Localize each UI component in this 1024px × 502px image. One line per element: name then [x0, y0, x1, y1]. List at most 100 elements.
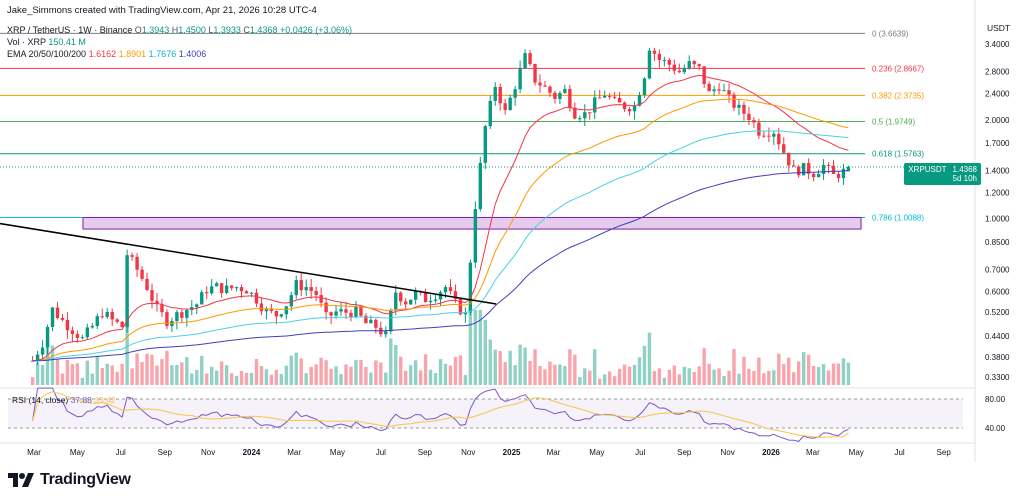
volume-bar [732, 348, 736, 385]
candle-body [836, 173, 841, 179]
candle-body [344, 309, 348, 313]
candle-body [667, 59, 672, 65]
candle-body [274, 311, 279, 317]
volume-bar [399, 356, 403, 385]
ema-legend[interactable]: EMA 20/50/100/200 1.6162 1.8901 1.7676 1… [7, 49, 206, 59]
candle-body [165, 312, 169, 327]
support-zone [82, 216, 862, 230]
ohlc-l-label: L [208, 25, 214, 35]
symbol-label[interactable]: XRP / TetherUS · 1W · Binance [7, 25, 133, 35]
volume-bar [652, 371, 657, 385]
volume-bar [443, 363, 448, 385]
volume-bar [249, 372, 254, 385]
candle-body [627, 109, 632, 112]
candle-body [453, 291, 458, 300]
volume-bar [334, 366, 338, 385]
candle-body [45, 326, 50, 348]
volume-legend[interactable]: Vol · XRP 150.41 M [7, 37, 86, 47]
price-tick-label: 0.8500 [985, 238, 1010, 247]
candle-body [180, 312, 184, 318]
volume-bar [289, 355, 293, 385]
time-tick-label: Jul [376, 448, 386, 457]
volume-bar [826, 370, 831, 385]
volume-bar [279, 374, 284, 385]
candle-body [568, 88, 572, 108]
volume-bar [573, 354, 577, 385]
candle-body [175, 312, 179, 321]
badge-timer: 5d 10h [952, 174, 977, 183]
volume-bar [428, 369, 433, 385]
volume-bar [90, 373, 95, 385]
volume-bar [304, 373, 308, 385]
price-tick-label: 1.7000 [985, 139, 1010, 148]
candle-body [508, 97, 512, 111]
volume-bar [244, 372, 249, 385]
candle-body [573, 107, 577, 119]
candle-body [324, 302, 328, 313]
volume-bar [508, 350, 512, 385]
volume-bar [468, 310, 473, 385]
candle-body [359, 306, 363, 316]
chart-credit: Jake_Simmons created with TradingView.co… [7, 5, 317, 16]
price-chart[interactable]: USDT 3.4000 2.8000 2.4000 2.0000 1.7000 1.4000… [0, 0, 1024, 462]
volume-bar [190, 373, 194, 385]
volume-bar [553, 364, 557, 385]
candle-body [145, 278, 149, 291]
candle-body [403, 301, 408, 305]
candle-body [617, 97, 622, 103]
candle-body [772, 133, 776, 137]
volume-bar [737, 373, 741, 385]
volume-bar [120, 363, 124, 385]
candle-body [518, 68, 522, 90]
volume-bar [607, 371, 612, 385]
time-tick-label: Sep [418, 448, 433, 457]
candle-body [488, 100, 492, 127]
volume-bar [95, 355, 99, 385]
price-tick-label: 1.0000 [985, 215, 1010, 224]
candle-body [558, 92, 562, 99]
candle-body [374, 319, 378, 328]
candle-body [553, 92, 557, 99]
candle-body [702, 66, 706, 84]
candle-body [811, 173, 816, 178]
price-tick-label: 0.5200 [985, 308, 1010, 317]
candle-body [394, 292, 398, 311]
candle-body [806, 163, 811, 174]
candle-body [682, 68, 686, 73]
volume-bar [70, 364, 75, 385]
candle-body [757, 122, 761, 136]
volume-bar [598, 378, 602, 385]
candle-body [727, 90, 731, 95]
volume-bar [205, 373, 209, 385]
ema-50-line [32, 98, 849, 362]
ema-20-line [32, 74, 849, 362]
candle-body [463, 312, 468, 315]
volume-bar [314, 364, 318, 385]
volume-bar [214, 370, 219, 385]
candle-body [578, 118, 582, 120]
candle-body [528, 53, 532, 65]
volume-bar [423, 354, 428, 385]
candle-body [543, 85, 547, 87]
volume-bar [125, 310, 129, 385]
time-tick-label: Mar [27, 448, 41, 457]
candle-body [294, 280, 298, 296]
fib-level-label: 0.236 (2.8667) [872, 64, 924, 73]
rsi-ma-line [32, 391, 849, 438]
volume-bar [757, 357, 761, 385]
volume-bar [299, 358, 303, 385]
candle-body [279, 314, 284, 317]
volume-bar [478, 310, 483, 385]
volume-bar [438, 359, 443, 385]
rsi-legend[interactable]: RSI (14, close) 37.88 33.42 [12, 395, 116, 405]
candle-body [747, 113, 751, 121]
price-tick-label: 0.7000 [985, 266, 1010, 275]
volume-bar [354, 360, 358, 385]
volume-bar [538, 365, 542, 385]
candle-body [384, 331, 388, 335]
tradingview-logo[interactable]: TradingView [8, 471, 131, 489]
candle-body [135, 256, 139, 270]
volume-bar [707, 363, 711, 385]
candle-body [75, 333, 80, 338]
time-tick-label: Nov [721, 448, 735, 457]
